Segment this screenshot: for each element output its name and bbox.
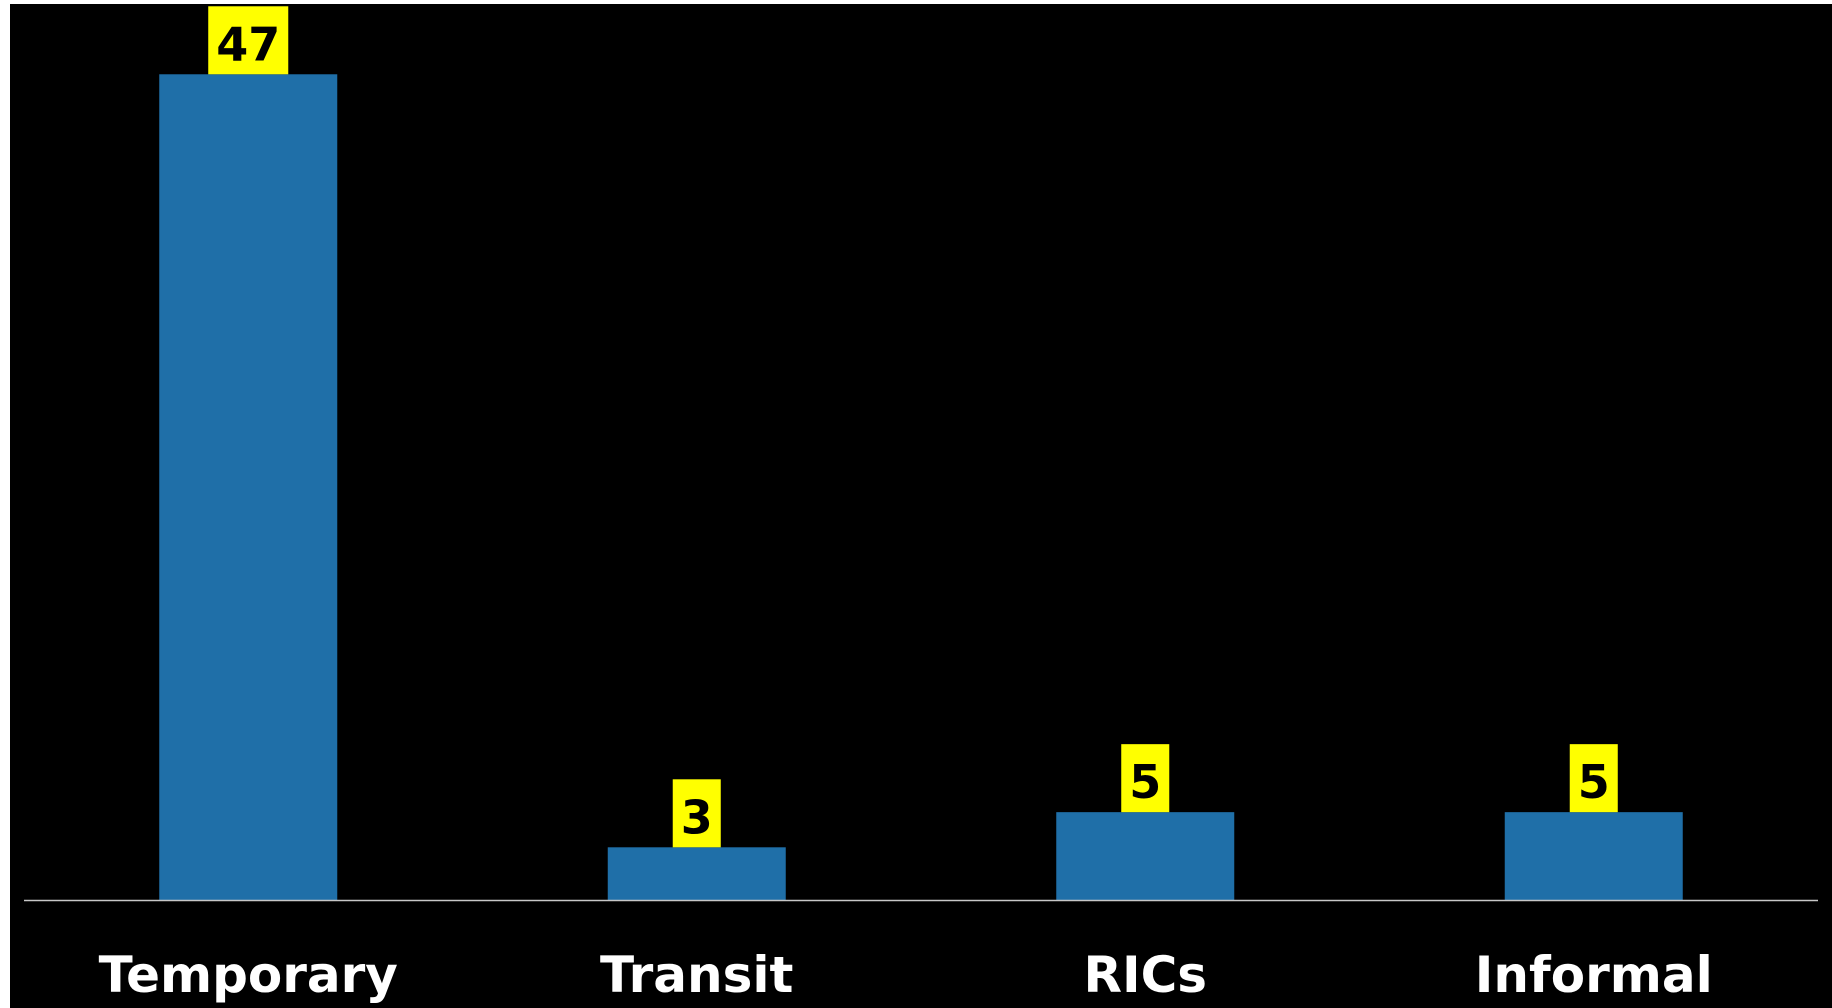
bar-informal [1504, 812, 1683, 900]
data-label-transit: 3 [672, 779, 721, 848]
data-label-text-rics: 5 [1129, 755, 1161, 809]
bars-layer [159, 74, 1683, 900]
category-labels-layer: Temporary Transit RICs Informal [99, 946, 1713, 1004]
bar-chart: 47 3 5 5 Temporary Transit RICs Informal [24, 6, 1818, 1004]
data-label-box-temporary [208, 6, 289, 75]
data-label-rics: 5 [1121, 744, 1170, 813]
data-labels-layer: 47 3 5 5 [208, 6, 1618, 848]
category-label-rics: RICs [1083, 946, 1207, 1004]
bar-transit [607, 847, 786, 900]
bar-temporary [159, 74, 338, 900]
category-label-transit: Transit [600, 946, 793, 1004]
category-label-temporary: Temporary [99, 946, 398, 1004]
data-label-text-transit: 3 [681, 790, 713, 844]
data-label-box-informal [1569, 744, 1618, 813]
data-label-text-temporary: 47 [216, 17, 280, 71]
data-label-temporary: 47 [208, 6, 289, 75]
bar-rics [1056, 812, 1235, 900]
data-label-informal: 5 [1569, 744, 1618, 813]
data-label-box-transit [672, 779, 721, 848]
data-label-box-rics [1121, 744, 1170, 813]
data-label-text-informal: 5 [1578, 755, 1610, 809]
category-label-informal: Informal [1475, 946, 1713, 1004]
chart-frame: 47 3 5 5 Temporary Transit RICs Informal [10, 4, 1832, 1008]
